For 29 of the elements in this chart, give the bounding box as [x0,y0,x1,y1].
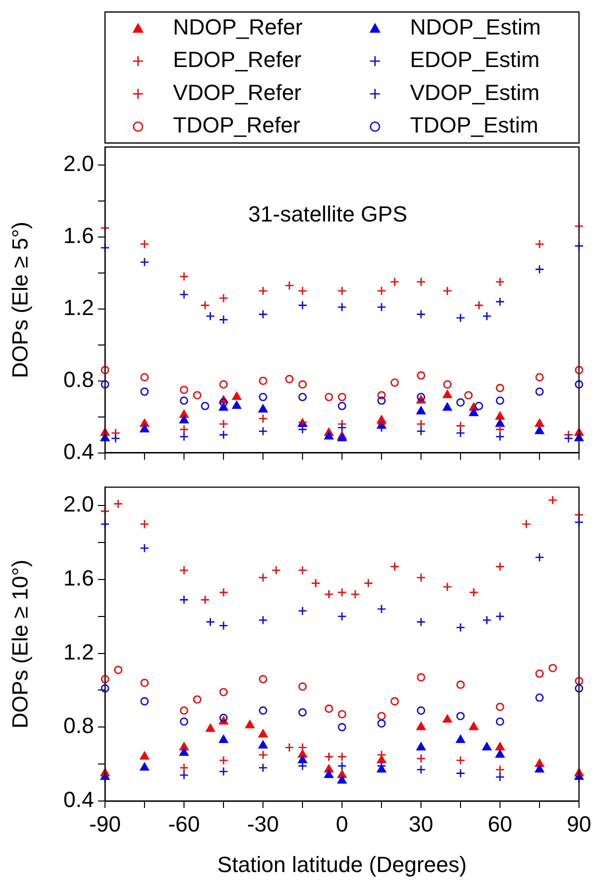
legend-label: EDOP_Estim [410,47,540,72]
x-tick-label: 90 [566,811,592,836]
legend-label: NDOP_Estim [410,14,541,40]
legend-label: NDOP_Refer [173,14,303,40]
legend-label: VDOP_Estim [410,80,540,105]
y-tick-label: 2.0 [63,151,94,176]
legend-label: TDOP_Refer [173,112,300,138]
y-tick-label: 1.6 [63,223,94,248]
x-axis-title: Station latitude (Degrees) [217,852,467,877]
y-axis-title: DOPs (Ele ≥ 10°) [7,560,32,729]
y-tick-label: 0.8 [63,366,94,392]
y-tick-label: 0.4 [63,438,94,464]
x-tick-label: -60 [168,811,200,836]
y-tick-label: 2.0 [63,492,94,517]
x-tick-label: -30 [247,811,279,836]
y-axis-title: DOPs (Ele ≥ 5°) [7,222,32,378]
y-tick-label: 1.6 [63,566,94,591]
legend-label: EDOP_Refer [173,47,302,72]
y-tick-label: 0.8 [63,713,94,738]
x-tick-label: 0 [336,811,348,836]
legend-label: VDOP_Refer [173,80,302,105]
y-tick-label: 1.2 [63,294,94,320]
x-tick-label: -90 [89,811,121,836]
y-tick-label: 0.4 [63,787,94,812]
x-tick-label: 60 [488,811,512,836]
legend-label: TDOP_Estim [410,112,538,138]
y-tick-label: 1.2 [63,639,94,664]
x-tick-label: 30 [408,811,434,836]
annotation: 31-satellite GPS [248,202,408,227]
